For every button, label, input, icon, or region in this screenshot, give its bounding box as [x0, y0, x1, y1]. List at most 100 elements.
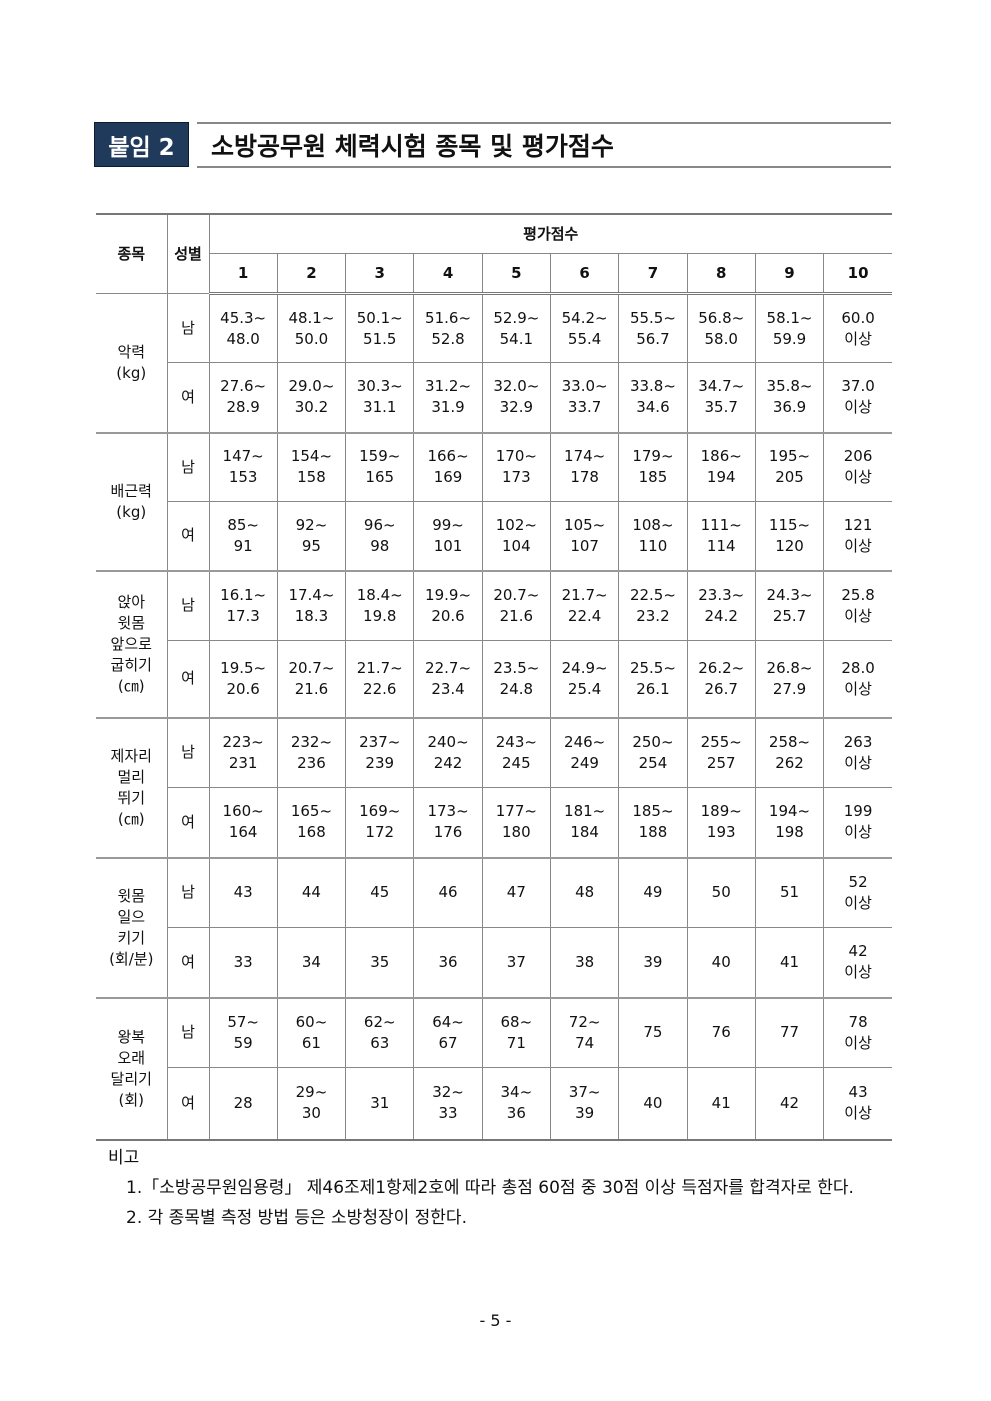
- sex-cell: 남: [166, 431, 210, 502]
- score-cell: 17.4~ 18.3: [276, 569, 347, 641]
- sex-cell: 여: [167, 927, 210, 998]
- score-header: 2: [276, 253, 347, 295]
- score-cell: 32~ 33: [413, 1067, 483, 1140]
- sex-cell: 남: [166, 293, 210, 363]
- table-row: 여 28 29~ 30 31 32~ 33 34~ 36 37~ 39 40 41 42 43 이상: [96, 1067, 892, 1140]
- notes-heading: 비고: [108, 1148, 140, 1168]
- score-cell: 160~ 164: [208, 787, 278, 858]
- score-cell: 29.0~ 30.2: [276, 362, 347, 433]
- score-cell: 27.6~ 28.9: [208, 362, 278, 433]
- score-cell: 29~ 30: [276, 1067, 347, 1140]
- score-table: 종목 성별 평가점수 1 2 3 4 5 6 7 8 9 10 악력 (kg) 남 45.3~ 48.…: [96, 213, 892, 1141]
- page-title: 소방공무원 체력시험 종목 및 평가점수: [197, 122, 891, 168]
- score-cell: 194~ 198: [754, 787, 825, 858]
- score-cell: 22.5~ 23.2: [618, 569, 688, 641]
- score-cell: 121 이상: [823, 501, 892, 571]
- note-item: 2. 각 종목별 측정 방법 등은 소방청장이 정한다.: [126, 1208, 467, 1228]
- sex-cell: 남: [166, 569, 210, 641]
- score-cell: 102~ 104: [481, 501, 551, 571]
- score-cell: 206 이상: [823, 431, 892, 502]
- score-cell: 57~ 59: [208, 996, 278, 1068]
- score-header: 8: [686, 253, 756, 295]
- score-cell: 33.8~ 34.6: [618, 362, 688, 433]
- score-cell: 154~ 158: [276, 431, 347, 502]
- sex-cell: 남: [166, 996, 210, 1068]
- score-cell: 36: [413, 927, 483, 998]
- score-header: 1: [209, 253, 278, 295]
- score-cell: 25.5~ 26.1: [618, 640, 688, 718]
- table-row: 여 85~ 91 92~ 95 96~ 98 99~ 101 102~ 104 105~ 1…: [96, 501, 892, 571]
- score-cell: 42 이상: [823, 927, 892, 998]
- score-cell: 49: [618, 856, 688, 928]
- score-cell: 75: [618, 996, 688, 1068]
- score-cell: 43 이상: [823, 1067, 892, 1140]
- score-cell: 99~ 101: [413, 501, 483, 571]
- score-cell: 41: [686, 1067, 756, 1140]
- score-cell: 26.8~ 27.9: [754, 640, 825, 718]
- score-cell: 92~ 95: [276, 501, 347, 571]
- col-header-sex: 성별: [166, 213, 210, 294]
- score-header: 4: [413, 253, 483, 295]
- col-header-score: 평가점수: [208, 213, 892, 254]
- score-cell: 159~ 165: [345, 431, 415, 502]
- score-cell: 60~ 61: [276, 996, 347, 1068]
- score-cell: 31.2~ 31.9: [413, 362, 483, 433]
- score-header: 9: [754, 253, 825, 295]
- score-cell: 174~ 178: [549, 431, 620, 502]
- sex-cell: 여: [167, 1067, 210, 1140]
- item-name: 왕복 오래 달리기 (회): [96, 996, 168, 1140]
- score-cell: 199 이상: [823, 787, 892, 858]
- score-cell: 35: [345, 927, 415, 998]
- attachment-badge: 붙임 2: [94, 122, 189, 167]
- score-cell: 42: [754, 1067, 825, 1140]
- score-cell: 45.3~ 48.0: [208, 293, 278, 363]
- score-cell: 33: [208, 927, 278, 998]
- table-row: 여 160~ 164 165~ 168 169~ 172 173~ 176 177~ 18…: [96, 787, 892, 858]
- score-cell: 237~ 239: [345, 716, 415, 788]
- score-cell: 34: [276, 927, 347, 998]
- score-cell: 33.0~ 33.7: [549, 362, 620, 433]
- score-cell: 40: [618, 1067, 688, 1140]
- score-cell: 165~ 168: [276, 787, 347, 858]
- score-cell: 31: [345, 1067, 415, 1140]
- sex-cell: 여: [167, 501, 210, 571]
- score-cell: 185~ 188: [618, 787, 688, 858]
- score-header: 3: [345, 253, 415, 295]
- score-cell: 46: [413, 856, 483, 928]
- score-cell: 72~ 74: [549, 996, 620, 1068]
- score-cell: 20.7~ 21.6: [481, 569, 551, 641]
- score-cell: 51: [754, 856, 825, 928]
- score-cell: 16.1~ 17.3: [208, 569, 278, 641]
- score-cell: 177~ 180: [481, 787, 551, 858]
- score-cell: 60.0 이상: [823, 293, 892, 363]
- score-cell: 30.3~ 31.1: [345, 362, 415, 433]
- page-number: - 5 -: [479, 1311, 512, 1330]
- score-cell: 38: [549, 927, 620, 998]
- score-cell: 41: [754, 927, 825, 998]
- sex-cell: 남: [166, 716, 210, 788]
- sex-cell: 여: [167, 787, 210, 858]
- score-header: 6: [549, 253, 620, 295]
- score-cell: 34~ 36: [481, 1067, 551, 1140]
- score-header: 10: [823, 253, 892, 295]
- col-header-item: 종목: [96, 213, 168, 294]
- score-cell: 179~ 185: [618, 431, 688, 502]
- score-cell: 258~ 262: [754, 716, 825, 788]
- score-cell: 18.4~ 19.8: [345, 569, 415, 641]
- score-cell: 250~ 254: [618, 716, 688, 788]
- score-cell: 68~ 71: [481, 996, 551, 1068]
- score-cell: 173~ 176: [413, 787, 483, 858]
- table-row: 왕복 오래 달리기 (회) 남 57~ 59 60~ 61 62~ 63 64~ 67 68…: [96, 996, 892, 1140]
- score-cell: 20.7~ 21.6: [276, 640, 347, 718]
- score-header: 5: [481, 253, 551, 295]
- score-cell: 166~ 169: [413, 431, 483, 502]
- score-cell: 23.3~ 24.2: [686, 569, 756, 641]
- score-cell: 40: [686, 927, 756, 998]
- score-cell: 189~ 193: [686, 787, 756, 858]
- score-cell: 56.8~ 58.0: [686, 293, 756, 363]
- score-cell: 24.9~ 25.4: [549, 640, 620, 718]
- score-cell: 263 이상: [823, 716, 892, 788]
- score-cell: 28.0 이상: [823, 640, 892, 718]
- score-cell: 47: [481, 856, 551, 928]
